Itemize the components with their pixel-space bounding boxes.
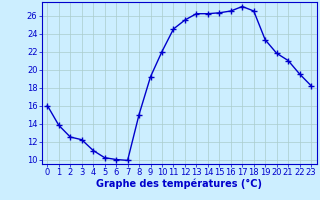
X-axis label: Graphe des températures (°C): Graphe des températures (°C) xyxy=(96,179,262,189)
